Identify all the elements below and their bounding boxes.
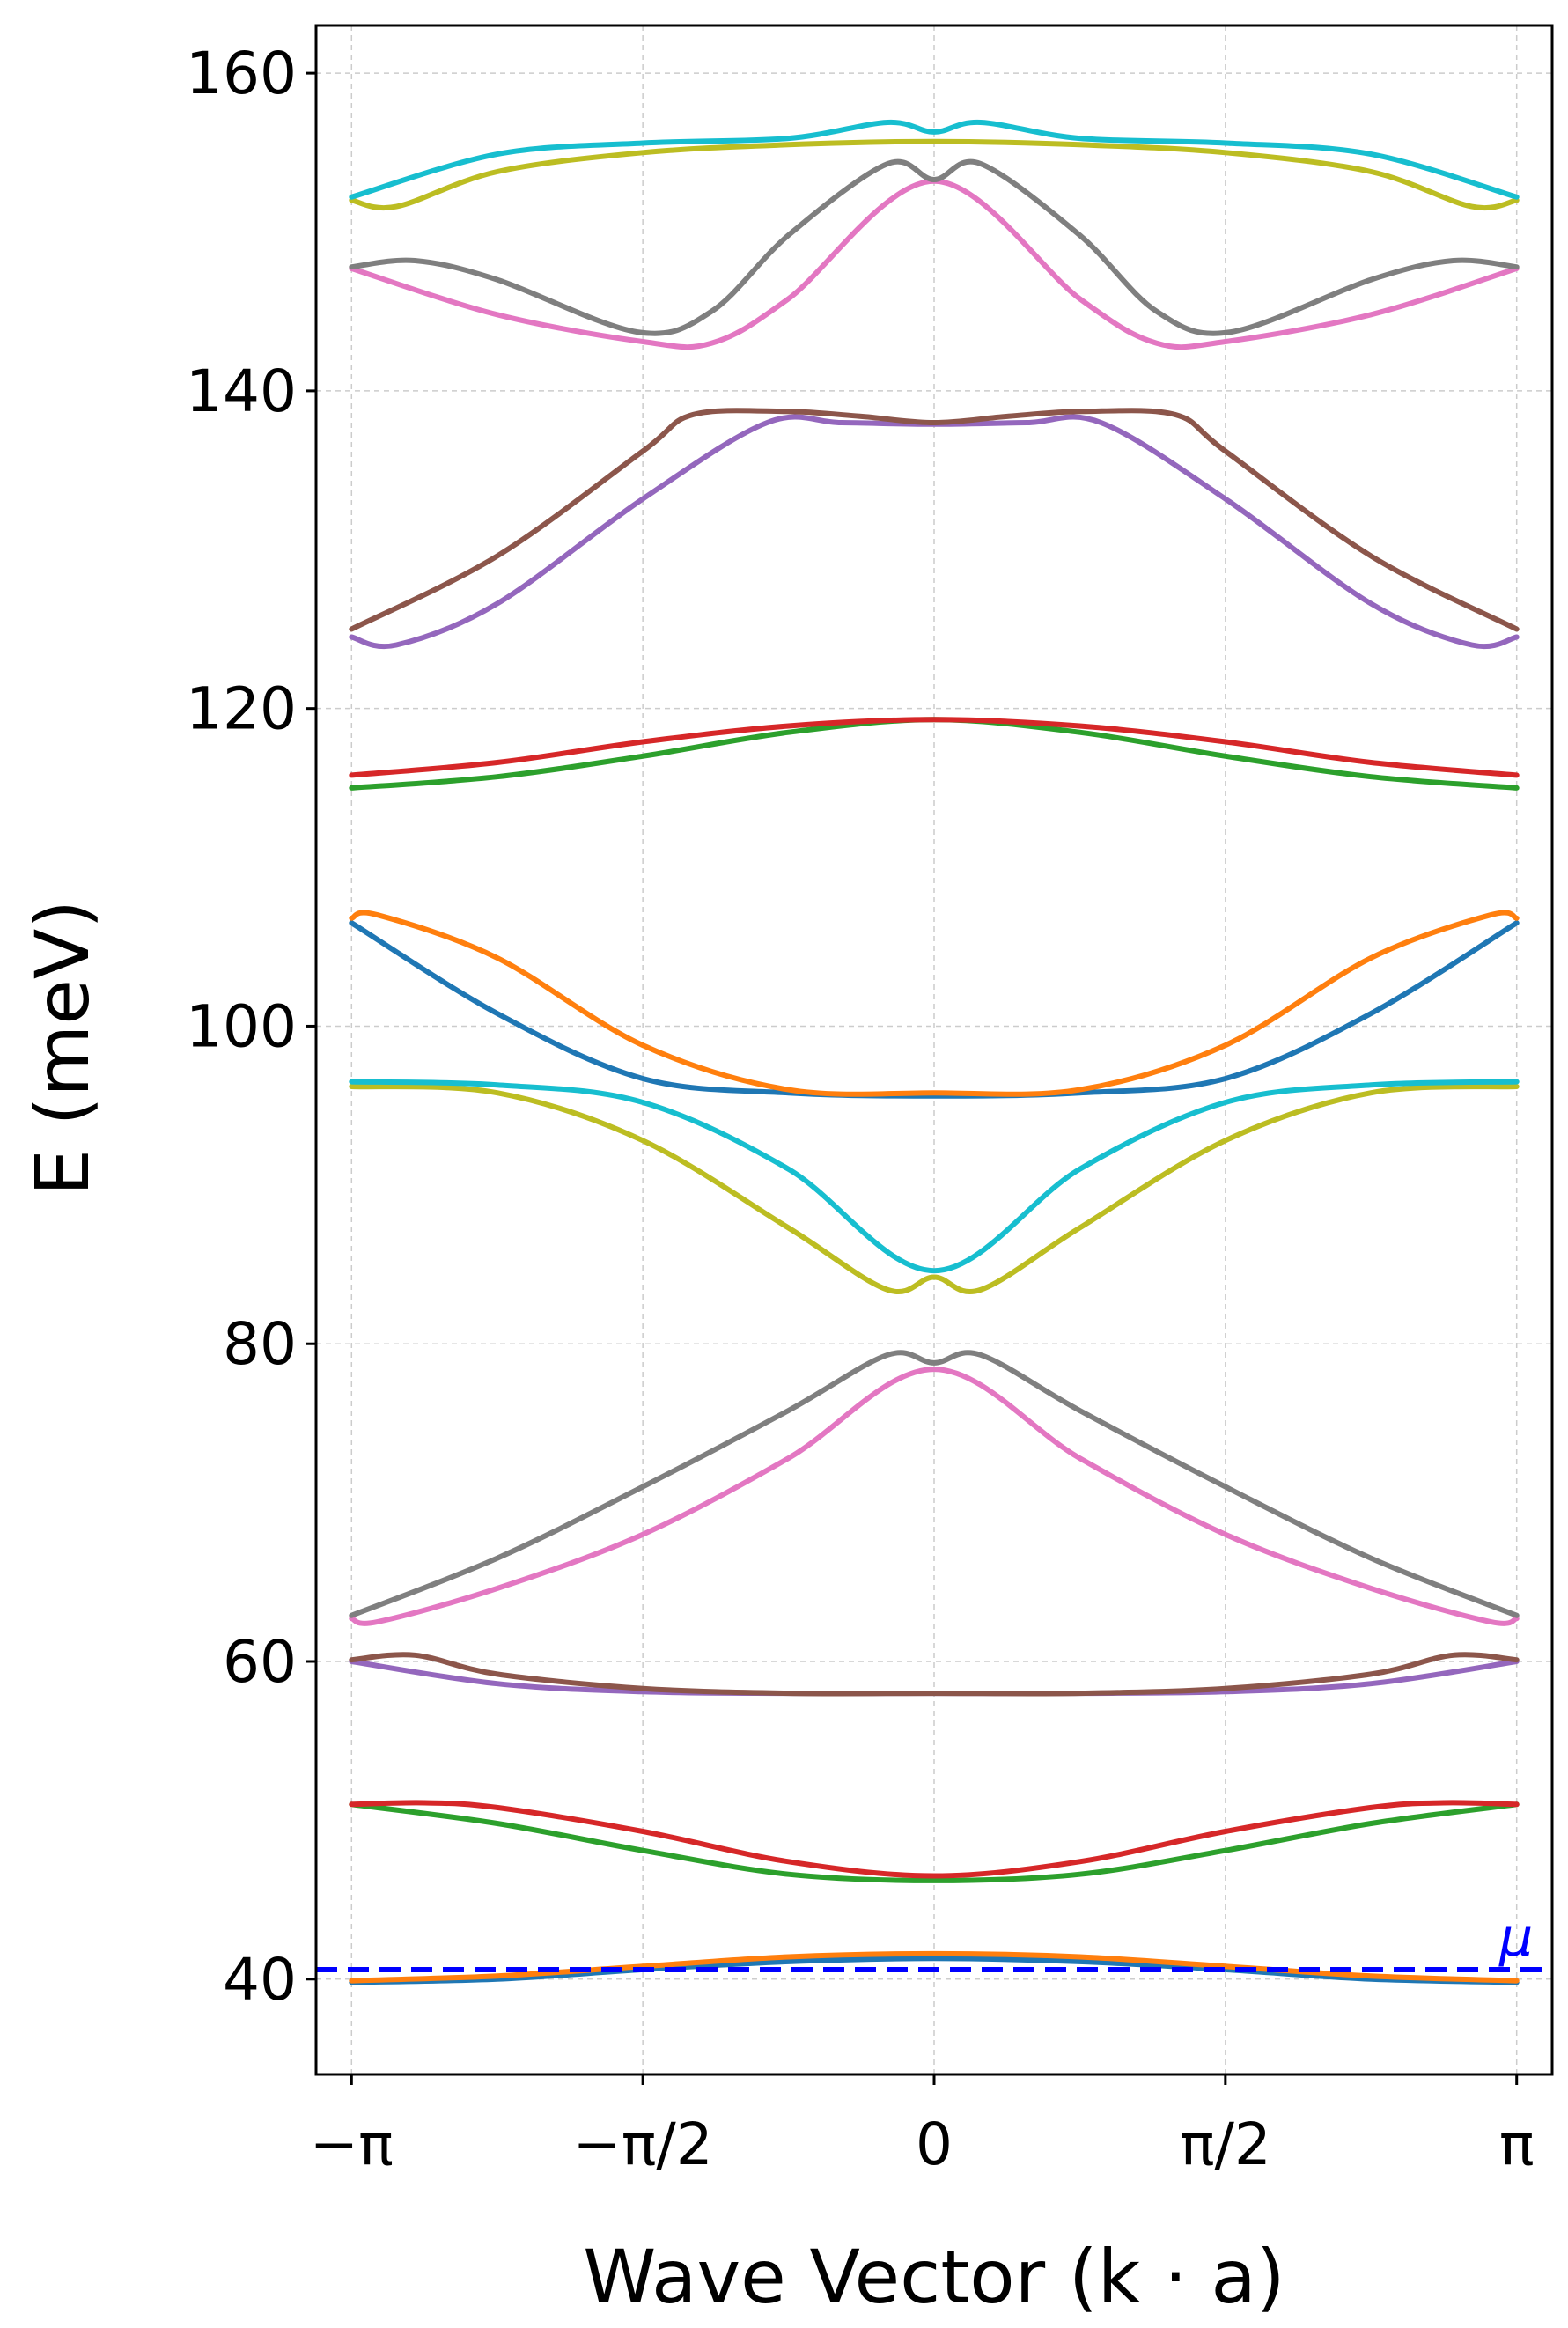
y-tick-label: 80 [223,1310,297,1378]
band-line-6 [349,1652,1520,1697]
band-line-10 [349,1079,1520,1274]
x-tick-label: −π [310,2111,394,2178]
axis-ticks: 40 60 80 100 120 140 160 −π −π/2 0 π/2 π [186,40,1535,2178]
chemical-potential-line: μ [316,1907,1552,1972]
band-line-2 [349,1950,1520,1984]
y-tick-label: 40 [223,1946,297,2014]
x-tick-label: π [1499,2111,1535,2178]
x-tick-label: 0 [916,2111,953,2178]
band-line-14 [349,717,1520,778]
band-line-20 [349,119,1520,200]
y-tick-label: 60 [223,1628,297,1696]
band-line-11 [349,920,1520,1099]
y-tick-label: 140 [186,357,297,425]
band-line-16 [349,408,1520,632]
band-line-4 [349,1800,1520,1879]
x-tick-label: π/2 [1180,2111,1271,2178]
y-tick-label: 120 [186,675,297,743]
band-line-19 [349,138,1520,210]
band-lines [349,119,1520,1985]
y-tick-label: 160 [186,40,297,107]
band-line-3 [349,1801,1520,1883]
band-line-12 [349,910,1520,1097]
band-line-7 [349,1367,1520,1626]
x-tick-label: −π/2 [573,2111,713,2178]
band-line-1 [349,1956,1520,1985]
band-line-9 [349,1084,1520,1294]
y-tick-label: 100 [186,992,297,1060]
band-line-8 [349,1350,1520,1618]
band-line-18 [349,158,1520,336]
x-axis-title: Wave Vector (k · a) [583,2234,1285,2320]
y-axis-title: E (meV) [19,900,106,1196]
mu-label: μ [1498,1907,1533,1969]
